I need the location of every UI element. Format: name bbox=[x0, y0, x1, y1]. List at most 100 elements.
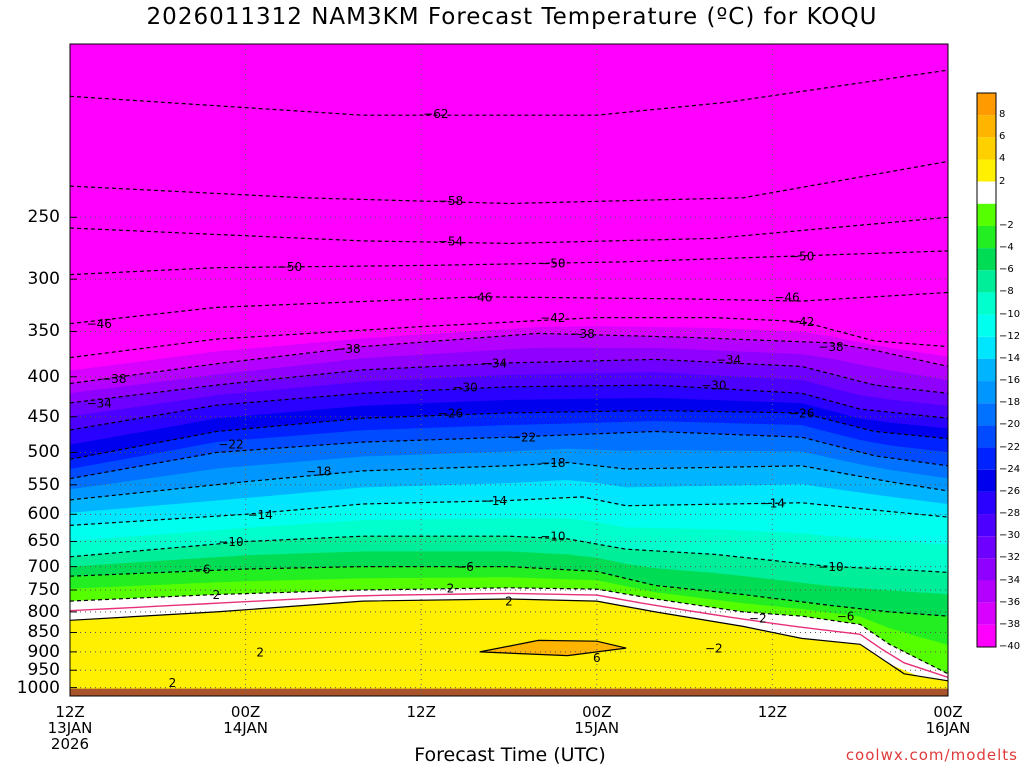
isotherm-line bbox=[70, 461, 948, 501]
isotherm-label: 6 bbox=[593, 651, 601, 665]
isotherm-label: −50 bbox=[540, 256, 565, 270]
isotherm-label: −54 bbox=[438, 234, 463, 248]
isotherm-line bbox=[70, 565, 948, 617]
y-tick-label: 750 bbox=[27, 580, 60, 601]
isotherm-label: −34 bbox=[87, 396, 112, 410]
y-tick-label: 500 bbox=[27, 442, 60, 463]
colorbar-label: −10 bbox=[999, 308, 1021, 320]
isotherm-line bbox=[70, 216, 948, 245]
colorbar-label: −14 bbox=[999, 352, 1021, 364]
y-tick-label: 1000 bbox=[16, 677, 60, 698]
isotherm-label: −50 bbox=[277, 260, 302, 274]
isotherm-label: −46 bbox=[87, 317, 112, 331]
isotherm-label: −26 bbox=[438, 406, 463, 420]
colorbar-label: −8 bbox=[999, 286, 1014, 298]
isotherm-label: −30 bbox=[452, 380, 477, 394]
y-tick-label: 600 bbox=[27, 504, 60, 525]
warm-core-fill bbox=[479, 640, 627, 656]
isotherm-label: −6 bbox=[456, 560, 474, 574]
chart-title: 2026011312 NAM3KM Forecast Temperature (… bbox=[146, 4, 878, 30]
isotherm-label: −14 bbox=[760, 496, 785, 510]
colorbar-label: −34 bbox=[999, 574, 1021, 586]
isotherm-label: −26 bbox=[789, 406, 814, 420]
isotherm-label: −14 bbox=[482, 494, 507, 508]
isotherm-label: 2 bbox=[169, 676, 177, 690]
x-tick-label: 00Z 14JAN bbox=[223, 703, 268, 737]
isotherm-label: −22 bbox=[511, 431, 536, 445]
isotherm-label: −2 bbox=[705, 642, 723, 656]
colorbar-swatch bbox=[977, 137, 996, 160]
isotherm-line bbox=[70, 250, 948, 276]
y-tick-label: 400 bbox=[27, 366, 60, 387]
colorbar-label: −16 bbox=[999, 375, 1021, 387]
colorbar-label: 4 bbox=[999, 153, 1006, 165]
colorbar-swatch bbox=[977, 425, 996, 448]
colorbar-swatch bbox=[977, 381, 996, 404]
isotherm-label: −38 bbox=[818, 340, 843, 354]
colorbar-swatch bbox=[977, 580, 996, 603]
y-tick-label: 250 bbox=[27, 207, 60, 228]
isotherm-label: −2 bbox=[749, 612, 767, 626]
isotherm-label: −14 bbox=[248, 508, 273, 522]
colorbar-label: −30 bbox=[999, 530, 1021, 542]
colorbar-swatch bbox=[977, 403, 996, 426]
isotherm-line bbox=[70, 358, 948, 404]
x-tick-label: 12Z bbox=[406, 703, 436, 721]
isotherm-label: −62 bbox=[423, 107, 448, 121]
colorbar-swatch bbox=[977, 358, 996, 382]
colorbar-swatch bbox=[977, 115, 996, 138]
colorbar-label: −22 bbox=[999, 441, 1021, 453]
y-tick-label: 650 bbox=[27, 531, 60, 552]
colorbar-swatch bbox=[977, 248, 996, 271]
colorbar-label: −36 bbox=[999, 596, 1021, 608]
colorbar-swatch bbox=[977, 181, 996, 204]
isotherm-line bbox=[70, 332, 948, 385]
isotherm-line bbox=[70, 430, 948, 480]
isotherm-line bbox=[70, 291, 948, 325]
isotherm-label: 2 bbox=[256, 645, 264, 659]
colorbar-label: −20 bbox=[999, 419, 1021, 431]
isotherm-label: −38 bbox=[335, 342, 360, 356]
y-tick-label: 550 bbox=[27, 474, 60, 495]
isotherm-label: −6 bbox=[193, 563, 211, 577]
isotherm-label: −18 bbox=[306, 464, 331, 478]
isotherm-label: 2 bbox=[447, 581, 455, 595]
isotherm-label: −18 bbox=[540, 456, 565, 470]
colorbar-label: −2 bbox=[999, 219, 1014, 231]
y-tick-label: 850 bbox=[27, 622, 60, 643]
colorbar-swatch bbox=[977, 491, 996, 515]
isotherm-label: −22 bbox=[218, 438, 243, 452]
isotherm-line bbox=[70, 160, 948, 205]
y-tick-label: 450 bbox=[27, 406, 60, 427]
isotherm-line bbox=[70, 384, 948, 431]
isotherm-label: −38 bbox=[570, 327, 595, 341]
y-tick-label: 700 bbox=[27, 556, 60, 577]
isotherm-label: −38 bbox=[101, 372, 126, 386]
colorbar-swatch bbox=[977, 536, 996, 559]
y-tick-label: 300 bbox=[27, 269, 60, 290]
isotherm-line bbox=[479, 639, 627, 657]
colorbar-swatch bbox=[977, 558, 996, 581]
colorbar-label: −18 bbox=[999, 397, 1021, 409]
freezing-line bbox=[70, 592, 948, 678]
colorbar-swatch bbox=[977, 203, 996, 226]
y-tick-label: 800 bbox=[27, 601, 60, 622]
y-tick-label: 350 bbox=[27, 321, 60, 342]
colorbar-swatch bbox=[977, 514, 996, 537]
colorbar-label: −26 bbox=[999, 485, 1021, 497]
temperature-band bbox=[70, 44, 948, 116]
isotherm-label: −10 bbox=[818, 560, 843, 574]
colorbar-swatch bbox=[977, 270, 996, 293]
colorbar-swatch bbox=[977, 93, 996, 116]
colorbar-label: 8 bbox=[999, 109, 1006, 121]
colorbar-swatch bbox=[977, 225, 996, 249]
isotherm-label: −34 bbox=[482, 356, 507, 370]
colorbar-label: −40 bbox=[999, 641, 1021, 652]
x-tick-label: 00Z 16JAN bbox=[925, 703, 971, 737]
x-tick-label: 00Z 15JAN bbox=[574, 703, 620, 737]
colorbar-swatch bbox=[977, 469, 996, 492]
isotherm-label: −6 bbox=[837, 610, 855, 624]
isotherm-label: −46 bbox=[774, 290, 799, 304]
x-axis-title: Forecast Time (UTC) bbox=[414, 744, 606, 766]
